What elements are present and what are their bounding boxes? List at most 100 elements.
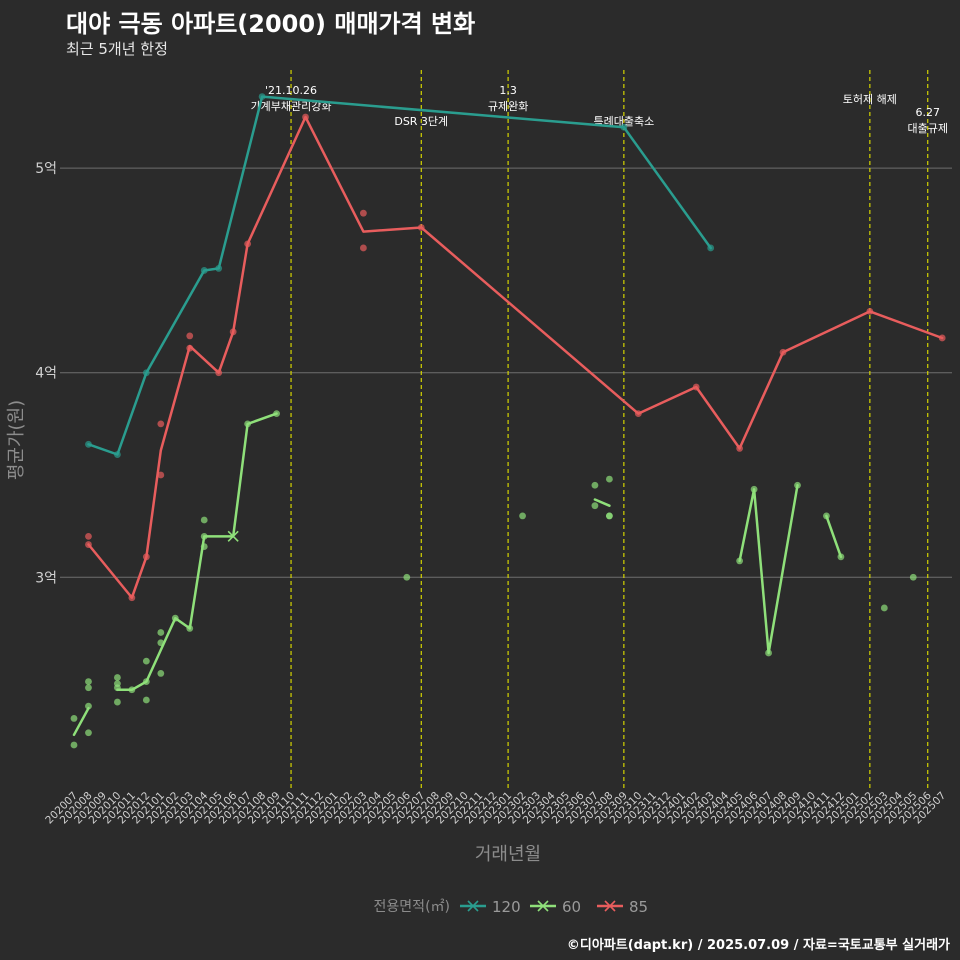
event-label: 토허제 해제 — [843, 92, 897, 106]
data-point — [114, 684, 121, 692]
event-label: DSR 3단계 — [394, 115, 448, 128]
data-point — [591, 502, 599, 510]
data-point — [273, 410, 280, 418]
data-point — [909, 573, 917, 581]
data-point — [114, 698, 121, 706]
chart-subtitle: 최근 5개년 한정 — [66, 40, 168, 58]
data-point — [142, 678, 150, 685]
data-point — [85, 541, 92, 548]
data-point — [114, 451, 121, 458]
data-point — [186, 332, 194, 340]
event-label: 대출규제 — [907, 122, 947, 135]
data-point — [142, 369, 150, 377]
data-point — [837, 553, 845, 561]
data-point — [200, 543, 208, 550]
data-point — [186, 344, 194, 352]
data-point — [85, 729, 92, 737]
data-point — [692, 383, 700, 391]
series-line — [87, 95, 712, 456]
data-point — [360, 209, 367, 217]
data-point — [85, 702, 92, 710]
data-point — [736, 557, 744, 565]
event-label: 가계부채관리강화 — [251, 100, 332, 113]
data-point — [157, 670, 165, 677]
legend-title: 전용면적(㎡) — [374, 899, 450, 915]
data-point — [142, 553, 150, 561]
data-point — [360, 244, 367, 252]
data-point — [750, 485, 758, 493]
data-point — [880, 604, 888, 612]
data-point — [591, 481, 599, 489]
series-line — [72, 706, 90, 737]
data-point — [794, 481, 801, 489]
series-line — [87, 115, 944, 599]
data-point — [866, 307, 874, 315]
data-point — [244, 240, 252, 248]
data-point — [85, 678, 92, 685]
data-point — [302, 113, 309, 121]
data-point — [85, 440, 92, 448]
data-point — [215, 369, 223, 377]
y-axis-label: 평균가(원) — [6, 400, 27, 480]
legend-label: 120 — [492, 898, 521, 916]
data-point — [244, 420, 252, 428]
series-line — [593, 498, 611, 507]
event-label: 1.3 — [499, 84, 517, 97]
y-tick-label: 4억 — [35, 366, 57, 382]
data-point — [85, 532, 92, 540]
data-point — [186, 625, 194, 632]
data-point — [229, 328, 237, 336]
data-point — [605, 475, 613, 483]
x-tick-labels: 2020072020082020092020102020112020122021… — [43, 789, 948, 826]
data-point — [157, 639, 165, 647]
data-point — [142, 696, 150, 704]
legend-label: 85 — [629, 898, 648, 916]
data-point — [605, 512, 613, 520]
data-point — [128, 686, 136, 694]
data-point — [707, 244, 715, 252]
data-point — [171, 614, 179, 622]
series-line — [825, 514, 843, 559]
data-point — [142, 657, 150, 665]
data-point — [157, 420, 165, 428]
legend: 전용면적(㎡) 120 60 85 — [374, 898, 649, 916]
series-line — [116, 412, 278, 692]
y-tick-label: 5억 — [35, 161, 57, 177]
data-point — [736, 445, 744, 452]
data-point — [938, 334, 946, 342]
y-tick-labels: 3억 4억 5억 — [35, 161, 57, 586]
event-label: 6.27 — [915, 106, 940, 119]
data-point — [114, 674, 121, 681]
x-axis-label: 거래년월 — [475, 844, 541, 865]
data-point — [70, 715, 78, 722]
event-label: 특례대출축소 — [593, 115, 654, 128]
legend-key-cross — [537, 900, 549, 912]
event-label: 규제완화 — [488, 100, 528, 113]
data-point — [779, 348, 787, 356]
chart-title: 대야 극동 아파트(2000) 매매가격 변화 — [66, 10, 476, 38]
data-point — [823, 512, 830, 520]
data-points — [70, 93, 946, 749]
data-point — [519, 512, 526, 520]
data-point — [403, 573, 411, 581]
data-point — [765, 649, 772, 657]
legend-key-cross — [467, 900, 479, 912]
source-caption: ©디아파트(dapt.kr) / 2025.07.09 / 자료=국토교통부 실… — [566, 938, 950, 953]
data-point-cross — [227, 530, 239, 542]
data-point — [200, 516, 208, 524]
y-tick-label: 3억 — [35, 570, 57, 586]
data-point — [157, 629, 165, 636]
event-label: '21.10.26 — [265, 84, 317, 97]
gridlines — [60, 167, 952, 578]
data-point — [215, 265, 223, 272]
data-point — [200, 532, 208, 540]
data-point — [157, 471, 165, 479]
data-point — [70, 741, 78, 749]
data-point — [634, 410, 642, 418]
data-point — [258, 93, 266, 100]
series-line — [738, 483, 799, 655]
data-point — [620, 123, 628, 131]
data-point — [128, 594, 136, 602]
